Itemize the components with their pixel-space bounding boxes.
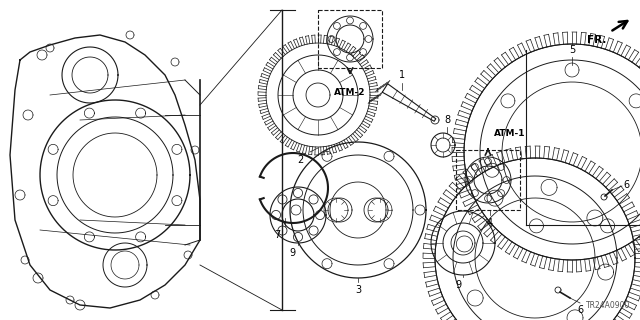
Text: 1: 1 [399,70,405,80]
Text: 9: 9 [455,280,461,290]
Text: 3: 3 [355,285,361,295]
Bar [456,150,520,210]
Text: 6: 6 [623,180,629,190]
Text: 7: 7 [274,230,280,240]
Text: 4: 4 [487,218,493,228]
Text: ATM-1: ATM-1 [494,129,525,138]
Text: FR.: FR. [587,35,606,45]
Text: 9: 9 [289,248,295,258]
Text: 6: 6 [577,305,583,315]
Text: TR24A0900: TR24A0900 [586,301,630,310]
Text: 8: 8 [444,115,450,125]
Text: ATM-2: ATM-2 [334,88,365,97]
Bar [318,10,382,68]
Text: 5: 5 [569,45,575,55]
Text: 2: 2 [297,155,303,165]
